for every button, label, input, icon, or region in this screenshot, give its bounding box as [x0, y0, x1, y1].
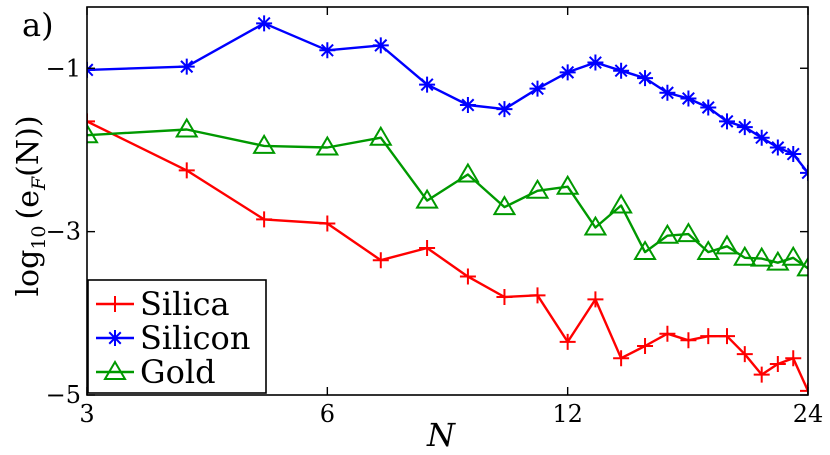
data-point-silica	[613, 350, 630, 367]
data-point-gold	[583, 215, 608, 236]
legend-marker-silicon	[107, 330, 123, 346]
data-point-silica	[680, 332, 697, 349]
data-point-gold	[749, 246, 774, 267]
data-point-silica	[587, 291, 604, 308]
data-point-silica	[700, 328, 717, 345]
y-axis-label: log10 (eF(N))	[11, 115, 50, 296]
data-point-silica	[319, 215, 336, 232]
data-point-silicon	[178, 58, 195, 75]
data-point-silica	[419, 239, 436, 256]
data-point-gold	[715, 234, 739, 255]
data-point-gold	[676, 222, 701, 243]
data-point-silicon	[587, 54, 604, 71]
data-point-silicon	[785, 146, 802, 163]
y-tick-label: −3	[46, 218, 81, 246]
plot-frame	[86, 6, 809, 396]
data-point-silicon	[637, 70, 654, 87]
data-point-silica	[718, 328, 735, 345]
data-point-gold	[555, 174, 580, 195]
data-point-gold	[633, 240, 657, 261]
data-point-silica	[769, 355, 786, 372]
x-tick-label: 24	[793, 400, 824, 428]
x-tick-label: 3	[79, 400, 94, 428]
ticks-layer: 3 6 12 24 −5 −3 −1	[46, 7, 824, 428]
data-point-silica	[459, 268, 476, 285]
data-point-gold	[766, 250, 790, 271]
data-point-silicon	[718, 113, 735, 130]
data-point-gold	[796, 256, 808, 277]
y-tick-label: −1	[46, 54, 81, 82]
data-point-silica	[256, 211, 273, 228]
data-point-silica	[785, 350, 802, 367]
legend-label-silicon: Silicon	[140, 319, 250, 357]
data-point-silica	[736, 346, 753, 363]
x-tick-label: 12	[552, 400, 583, 428]
data-point-silicon	[372, 37, 389, 54]
y-tick-label: −5	[46, 381, 81, 409]
data-point-silicon	[769, 139, 786, 156]
data-point-silicon	[736, 119, 753, 136]
data-point-gold	[252, 133, 276, 154]
data-point-gold	[733, 245, 757, 266]
data-point-gold	[87, 123, 99, 144]
data-point-gold	[525, 178, 550, 199]
x-axis-label: N	[426, 416, 456, 454]
series-gold	[87, 117, 808, 277]
panel-label: a)	[22, 6, 54, 44]
data-point-gold	[655, 223, 680, 244]
data-point-gold	[456, 162, 480, 183]
data-point-silicon	[256, 15, 273, 32]
y-axis-label-log: log	[11, 250, 46, 297]
data-point-silicon	[680, 90, 697, 107]
series-silicon	[87, 15, 808, 181]
data-point-silicon	[529, 80, 546, 97]
data-point-gold	[492, 195, 517, 216]
legend-marker-gold	[103, 360, 127, 380]
y-axis-label-body: (e	[11, 190, 46, 219]
data-point-silica	[753, 366, 770, 383]
data-point-silicon	[459, 97, 476, 114]
data-point-silica	[87, 113, 95, 130]
series-line-gold	[87, 128, 808, 270]
data-point-gold	[415, 188, 439, 209]
data-point-gold	[174, 117, 199, 138]
series-layer	[87, 15, 808, 395]
series-line-silicon	[87, 22, 808, 174]
data-point-silicon	[419, 76, 436, 93]
series-line-silica	[87, 120, 808, 392]
y-axis-label-suffix: (N))	[11, 115, 46, 176]
data-point-silicon	[496, 101, 513, 118]
data-point-silica	[372, 252, 389, 269]
data-point-silicon	[559, 64, 576, 81]
legend-label-gold: Gold	[140, 353, 216, 391]
data-point-gold	[369, 125, 393, 146]
data-point-silicon	[700, 99, 717, 116]
y-axis-label-body-sub: F	[28, 176, 50, 191]
data-point-silica	[559, 333, 576, 350]
data-point-silica	[496, 288, 513, 305]
data-point-silica	[800, 382, 808, 395]
y-axis-label-base: 10	[28, 225, 50, 249]
data-point-gold	[315, 135, 340, 156]
x-tick-label: 6	[320, 400, 335, 428]
data-point-silica	[529, 287, 546, 304]
data-point-silicon	[753, 129, 770, 146]
data-point-silicon	[659, 84, 676, 101]
legend-marker-silica	[107, 296, 123, 312]
data-point-silicon	[613, 62, 630, 79]
data-point-silica	[637, 337, 654, 354]
data-point-silicon	[319, 42, 336, 59]
data-point-silica	[659, 325, 676, 342]
series-silica	[87, 113, 808, 395]
data-point-gold	[781, 245, 805, 266]
legend-label-silica: Silica	[140, 285, 230, 323]
data-point-silica	[178, 162, 195, 179]
data-point-gold	[609, 193, 633, 214]
data-point-gold	[696, 240, 721, 261]
